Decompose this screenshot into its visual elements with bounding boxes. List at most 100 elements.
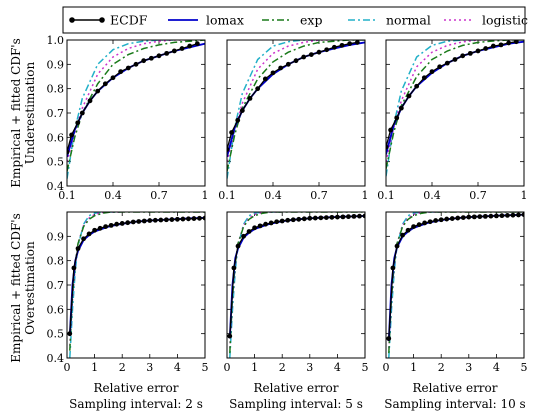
ecdf-point <box>257 223 263 229</box>
ecdf-point <box>488 213 494 219</box>
ecdf-point <box>247 96 253 101</box>
ecdf-point <box>483 46 489 51</box>
ecdf-point <box>108 222 114 228</box>
ecdf-point <box>118 69 124 75</box>
x-tick-label: 5 <box>521 361 528 374</box>
ecdf-point <box>477 214 483 220</box>
ecdf-point <box>202 215 205 221</box>
ecdf-point <box>513 40 519 45</box>
x-tick-label: 3 <box>146 361 153 374</box>
panel-r2-c2: 0 1 2 3 4 5 <box>224 211 369 374</box>
ecdf-point <box>263 221 269 227</box>
legend-label-exp: exp <box>300 13 322 28</box>
ecdf-point <box>171 48 177 54</box>
ecdf-point <box>433 218 439 223</box>
col-label-3-line1: Relative error <box>412 381 497 395</box>
ecdf-point <box>521 212 524 218</box>
ecdf-point <box>312 215 318 221</box>
x-tick-label: 0 <box>64 361 71 374</box>
ecdf-point <box>437 64 443 70</box>
x-tick-label: 0 <box>383 361 390 374</box>
ecdf-point <box>278 65 284 71</box>
ecdf-point <box>307 215 313 221</box>
x-tick-label: 2 <box>279 361 286 374</box>
ecdf-point <box>346 214 351 220</box>
ecdf-point <box>156 53 162 59</box>
ecdf-point <box>388 127 393 133</box>
ecdf-point <box>452 57 458 62</box>
ecdf-point <box>400 232 405 238</box>
series-group <box>227 40 365 179</box>
y-tick-label: 0.9 <box>47 58 65 71</box>
axes-frame <box>385 211 525 359</box>
ecdf-point <box>125 65 131 71</box>
ecdf-point <box>227 147 230 152</box>
x-tick-label: 5 <box>362 361 369 374</box>
ecdf-point <box>147 218 153 223</box>
ecdf-point <box>179 46 185 51</box>
x-tick-label: 1 <box>251 361 258 374</box>
series-logistic <box>67 40 190 162</box>
ecdf-point <box>516 212 521 218</box>
ecdf-point <box>362 213 365 219</box>
ecdf-point <box>81 236 86 242</box>
ecdf-point <box>429 69 435 75</box>
panel-r2-c3: 0 1 2 3 4 5 <box>383 211 528 374</box>
x-tick-label: 1 <box>202 189 209 202</box>
ecdf-point <box>270 70 276 76</box>
ecdf-point <box>86 231 92 237</box>
x-tick-label: 4 <box>174 361 181 374</box>
x-tick-label: 2 <box>438 361 445 374</box>
ecdf-point <box>324 47 330 53</box>
x-tick-label: 0.4 <box>104 189 122 202</box>
x-tick-label: 1 <box>362 189 369 202</box>
ecdf-point <box>141 218 147 224</box>
x-tick-label: 2 <box>119 361 126 374</box>
ecdf-point <box>95 88 101 94</box>
series-exp <box>67 40 205 172</box>
ecdf-point <box>279 218 285 224</box>
ecdf-point <box>475 48 481 54</box>
ecdf-point <box>87 98 93 104</box>
x-tick-label: 3 <box>465 361 472 374</box>
ecdf-point <box>268 220 274 226</box>
col-label-2-line2: Sampling interval: 5 s <box>229 397 363 411</box>
x-tick-label: 5 <box>202 361 209 374</box>
y-tick-label: 1.0 <box>47 34 65 47</box>
ecdf-point <box>241 233 246 239</box>
x-tick-label: 0.7 <box>310 189 328 202</box>
ecdf-point <box>239 108 245 113</box>
x-tick-label: 1 <box>91 361 98 374</box>
axes-frame <box>66 211 206 359</box>
axes-frame <box>226 39 366 187</box>
series-exp <box>69 212 205 351</box>
x-tick-label: 0.7 <box>150 189 168 202</box>
y-tick-label: 0.7 <box>47 279 65 292</box>
ecdf-point <box>351 213 357 219</box>
panel-r1-c1: 0.1 0.4 0.7 10.40.50.60.70.80.91.0 <box>47 34 209 202</box>
series-ECDF <box>227 41 358 150</box>
series-logistic <box>388 212 442 349</box>
ecdf-point <box>69 132 74 138</box>
ecdf-point <box>340 214 346 220</box>
series-logistic <box>386 40 494 162</box>
legend-entry-lomax: lomax <box>168 13 244 28</box>
ecdf-point <box>498 42 504 48</box>
ecdf-point <box>394 115 400 121</box>
series-lomax <box>228 214 365 339</box>
ecdf-point <box>235 117 241 123</box>
series-exp <box>388 212 524 354</box>
ecdf-point <box>323 215 329 220</box>
ecdf-point <box>405 227 411 233</box>
ecdf-point <box>71 265 77 271</box>
series-logistic <box>227 40 335 162</box>
series-exp <box>229 212 365 354</box>
row-label-bottom-line2: Overestimation <box>23 241 37 335</box>
series-lomax <box>387 213 524 342</box>
ecdf-point <box>444 60 450 66</box>
ecdf-point <box>293 58 299 64</box>
ecdf-point <box>175 216 180 222</box>
ecdf-point <box>92 227 97 233</box>
ecdf-point <box>252 225 257 231</box>
